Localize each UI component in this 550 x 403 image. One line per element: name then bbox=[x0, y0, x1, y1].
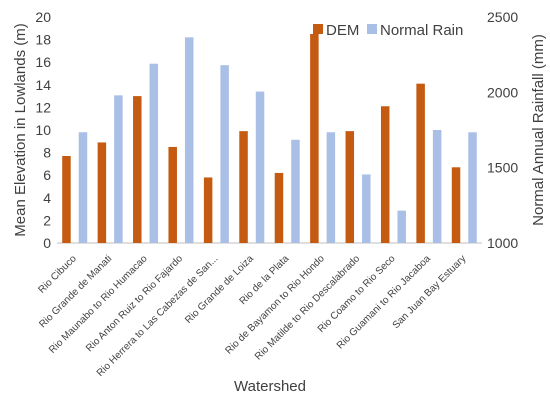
x-axis-title: Watershed bbox=[234, 378, 306, 395]
y-tick-label: 8 bbox=[43, 145, 51, 161]
bar-normal-rain bbox=[362, 174, 371, 243]
bar-normal-rain bbox=[326, 132, 336, 243]
bar-normal-rain bbox=[184, 37, 194, 244]
y2-axis-ticks: 1000 1500 2000 2500 bbox=[487, 9, 518, 251]
bar-dem bbox=[345, 131, 355, 243]
bar-normal-rain bbox=[220, 65, 229, 244]
y2-tick-label: 2000 bbox=[487, 84, 518, 100]
y-tick-label: 16 bbox=[35, 54, 51, 70]
y-axis-title: Mean Elevation in Lowlands (m) bbox=[12, 23, 29, 236]
y2-axis-title: Normal Annual Rainfall (mm) bbox=[530, 34, 547, 226]
y-tick-label: 14 bbox=[35, 77, 51, 93]
y-tick-label: 20 bbox=[35, 9, 51, 25]
bar-normal-rain bbox=[468, 132, 477, 243]
y2-tick-label: 1500 bbox=[487, 160, 518, 176]
bar-normal-rain bbox=[78, 132, 88, 243]
bar-dem bbox=[310, 33, 319, 244]
bar-normal-rain bbox=[432, 130, 442, 243]
y2-tick-label: 1000 bbox=[487, 235, 518, 251]
bar-normal-rain bbox=[397, 210, 406, 243]
bar-dem bbox=[62, 155, 71, 243]
bar-dem bbox=[203, 177, 213, 243]
bar-normal-rain bbox=[149, 63, 159, 244]
bar-normal-rain bbox=[291, 139, 300, 243]
y-tick-label: 6 bbox=[43, 167, 51, 183]
bar-normal-rain bbox=[114, 95, 123, 243]
legend-swatch-dem bbox=[313, 24, 323, 34]
bar-dem bbox=[239, 131, 248, 243]
y-tick-label: 12 bbox=[35, 99, 51, 115]
bar-dem bbox=[168, 146, 177, 243]
legend-swatch-normal-rain bbox=[367, 24, 377, 34]
legend: DEM Normal Rain bbox=[313, 22, 463, 39]
bar-dem bbox=[97, 142, 107, 243]
bar-dem bbox=[133, 96, 142, 243]
y2-tick-label: 2500 bbox=[487, 9, 518, 25]
y-tick-label: 2 bbox=[43, 212, 51, 228]
y-axis-ticks: 0 2 4 6 8 10 12 14 16 18 20 bbox=[35, 9, 51, 251]
legend-label-dem: DEM bbox=[326, 22, 359, 39]
bar-dem bbox=[380, 106, 390, 244]
bar-normal-rain bbox=[255, 91, 265, 243]
y-tick-label: 18 bbox=[35, 32, 51, 48]
bar-dem bbox=[451, 167, 461, 243]
y-tick-label: 4 bbox=[43, 190, 51, 206]
y-tick-label: 0 bbox=[43, 235, 51, 251]
bar-dem bbox=[274, 172, 284, 243]
bars bbox=[62, 33, 477, 244]
y-tick-label: 10 bbox=[35, 122, 51, 138]
legend-label-normal-rain: Normal Rain bbox=[380, 22, 463, 39]
bar-dem bbox=[416, 83, 425, 243]
